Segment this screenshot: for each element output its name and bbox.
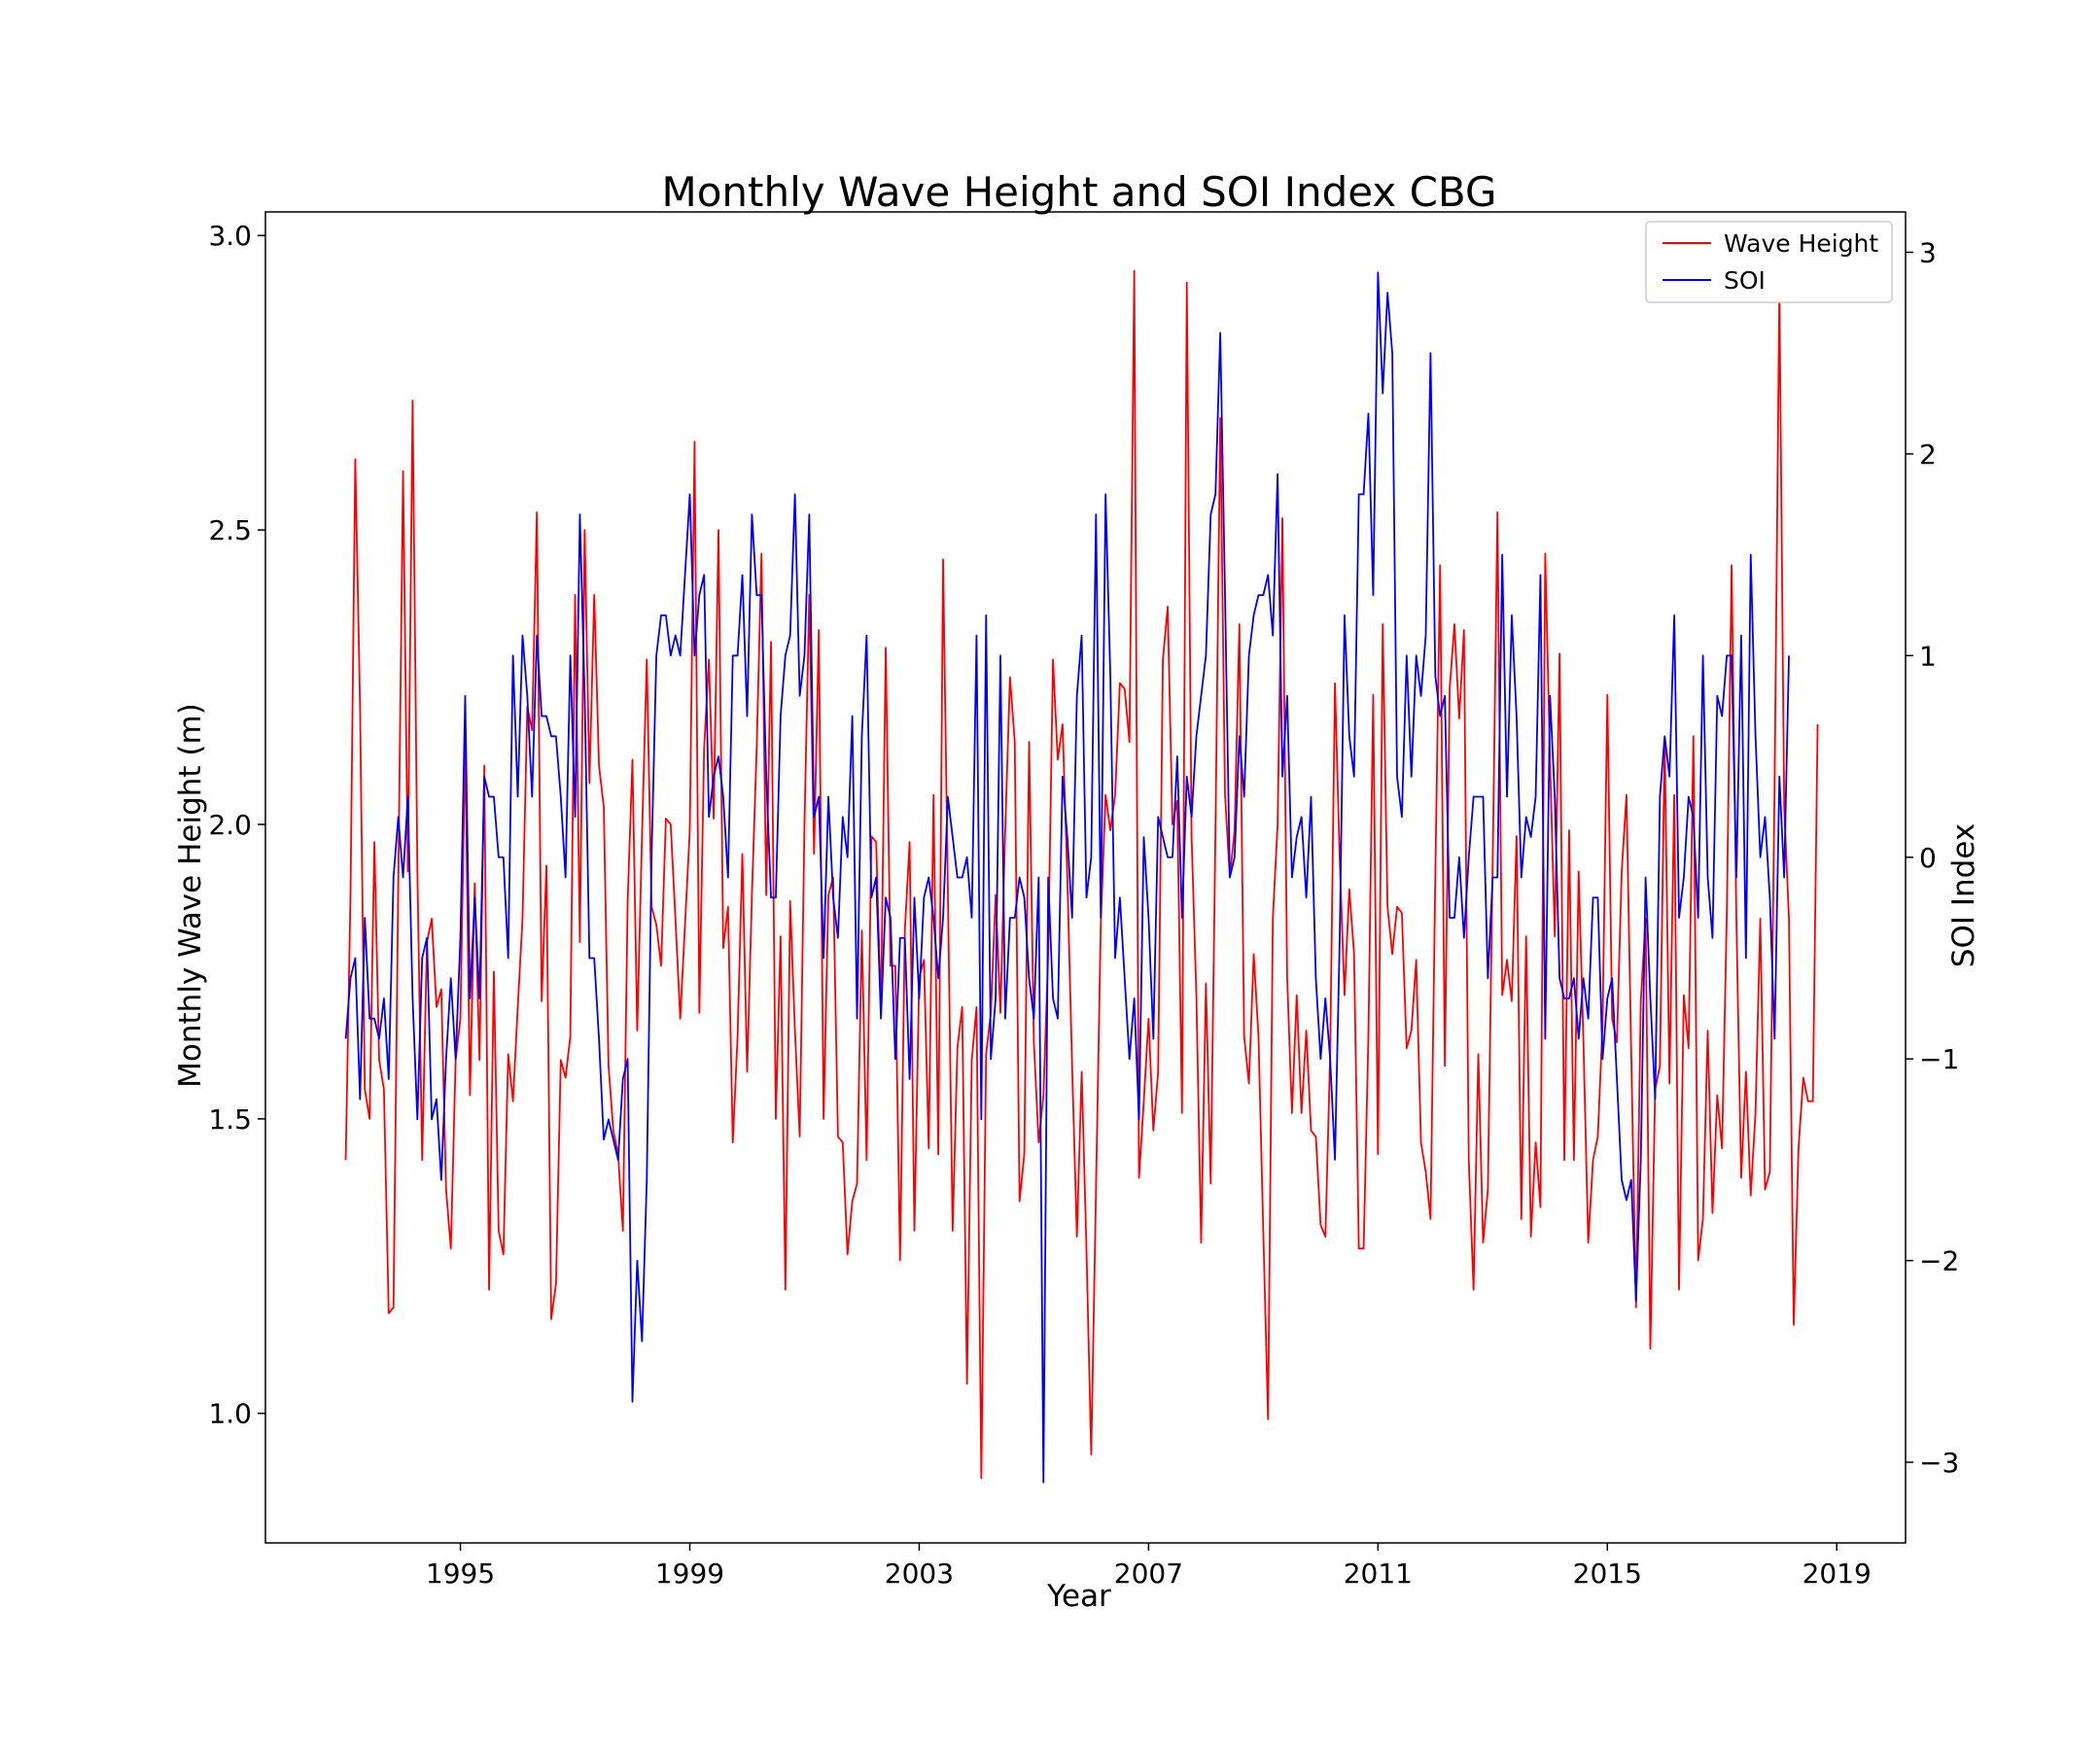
x-tick-label: 2015 <box>1573 1558 1642 1590</box>
y-tick-label: 3.0 <box>208 220 252 252</box>
legend-wave-height-label: Wave Height <box>1724 229 1878 258</box>
y2-tick-label: −1 <box>1919 1043 1959 1075</box>
y-tick-label: 2.0 <box>208 809 252 841</box>
x-tick-label: 2011 <box>1344 1558 1413 1590</box>
chart-title: Monthly Wave Height and SOI Index CBG <box>661 168 1496 216</box>
x-axis-label: Year <box>1046 1579 1111 1614</box>
y2-tick-label: −3 <box>1919 1447 1959 1479</box>
y2-tick-label: 0 <box>1919 842 1937 874</box>
y-tick-label: 1.0 <box>208 1398 252 1430</box>
y2-tick-label: 1 <box>1919 640 1937 672</box>
legend-soi-label: SOI <box>1724 266 1766 295</box>
x-tick-label: 2019 <box>1802 1558 1872 1590</box>
x-tick-label: 2007 <box>1114 1558 1183 1590</box>
plot-area: 1995 1999 2003 2007 2011 2015 2019 1.0 1.5 2.0 2.5… <box>208 211 1959 1590</box>
y-tick-label: 1.5 <box>208 1103 252 1136</box>
series-line-soi <box>344 271 1790 1484</box>
axes-frame <box>264 211 1907 1544</box>
y-tick-label: 2.5 <box>208 514 252 546</box>
x-tick-label: 2003 <box>885 1558 954 1590</box>
y2-tick-label: 2 <box>1919 438 1937 471</box>
x-tick-label: 1995 <box>426 1558 495 1590</box>
x-tick-label: 1999 <box>655 1558 724 1590</box>
y2-tick-label: −2 <box>1919 1245 1959 1278</box>
y2-tick-label: 3 <box>1919 236 1937 268</box>
y2-axis-label: SOI Index <box>1946 823 1981 967</box>
series-line-wave-height <box>344 269 1819 1480</box>
y-axis-label: Monthly Wave Height (m) <box>173 703 208 1088</box>
legend: Wave Height SOI <box>1645 221 1893 303</box>
legend-box <box>1645 221 1893 303</box>
